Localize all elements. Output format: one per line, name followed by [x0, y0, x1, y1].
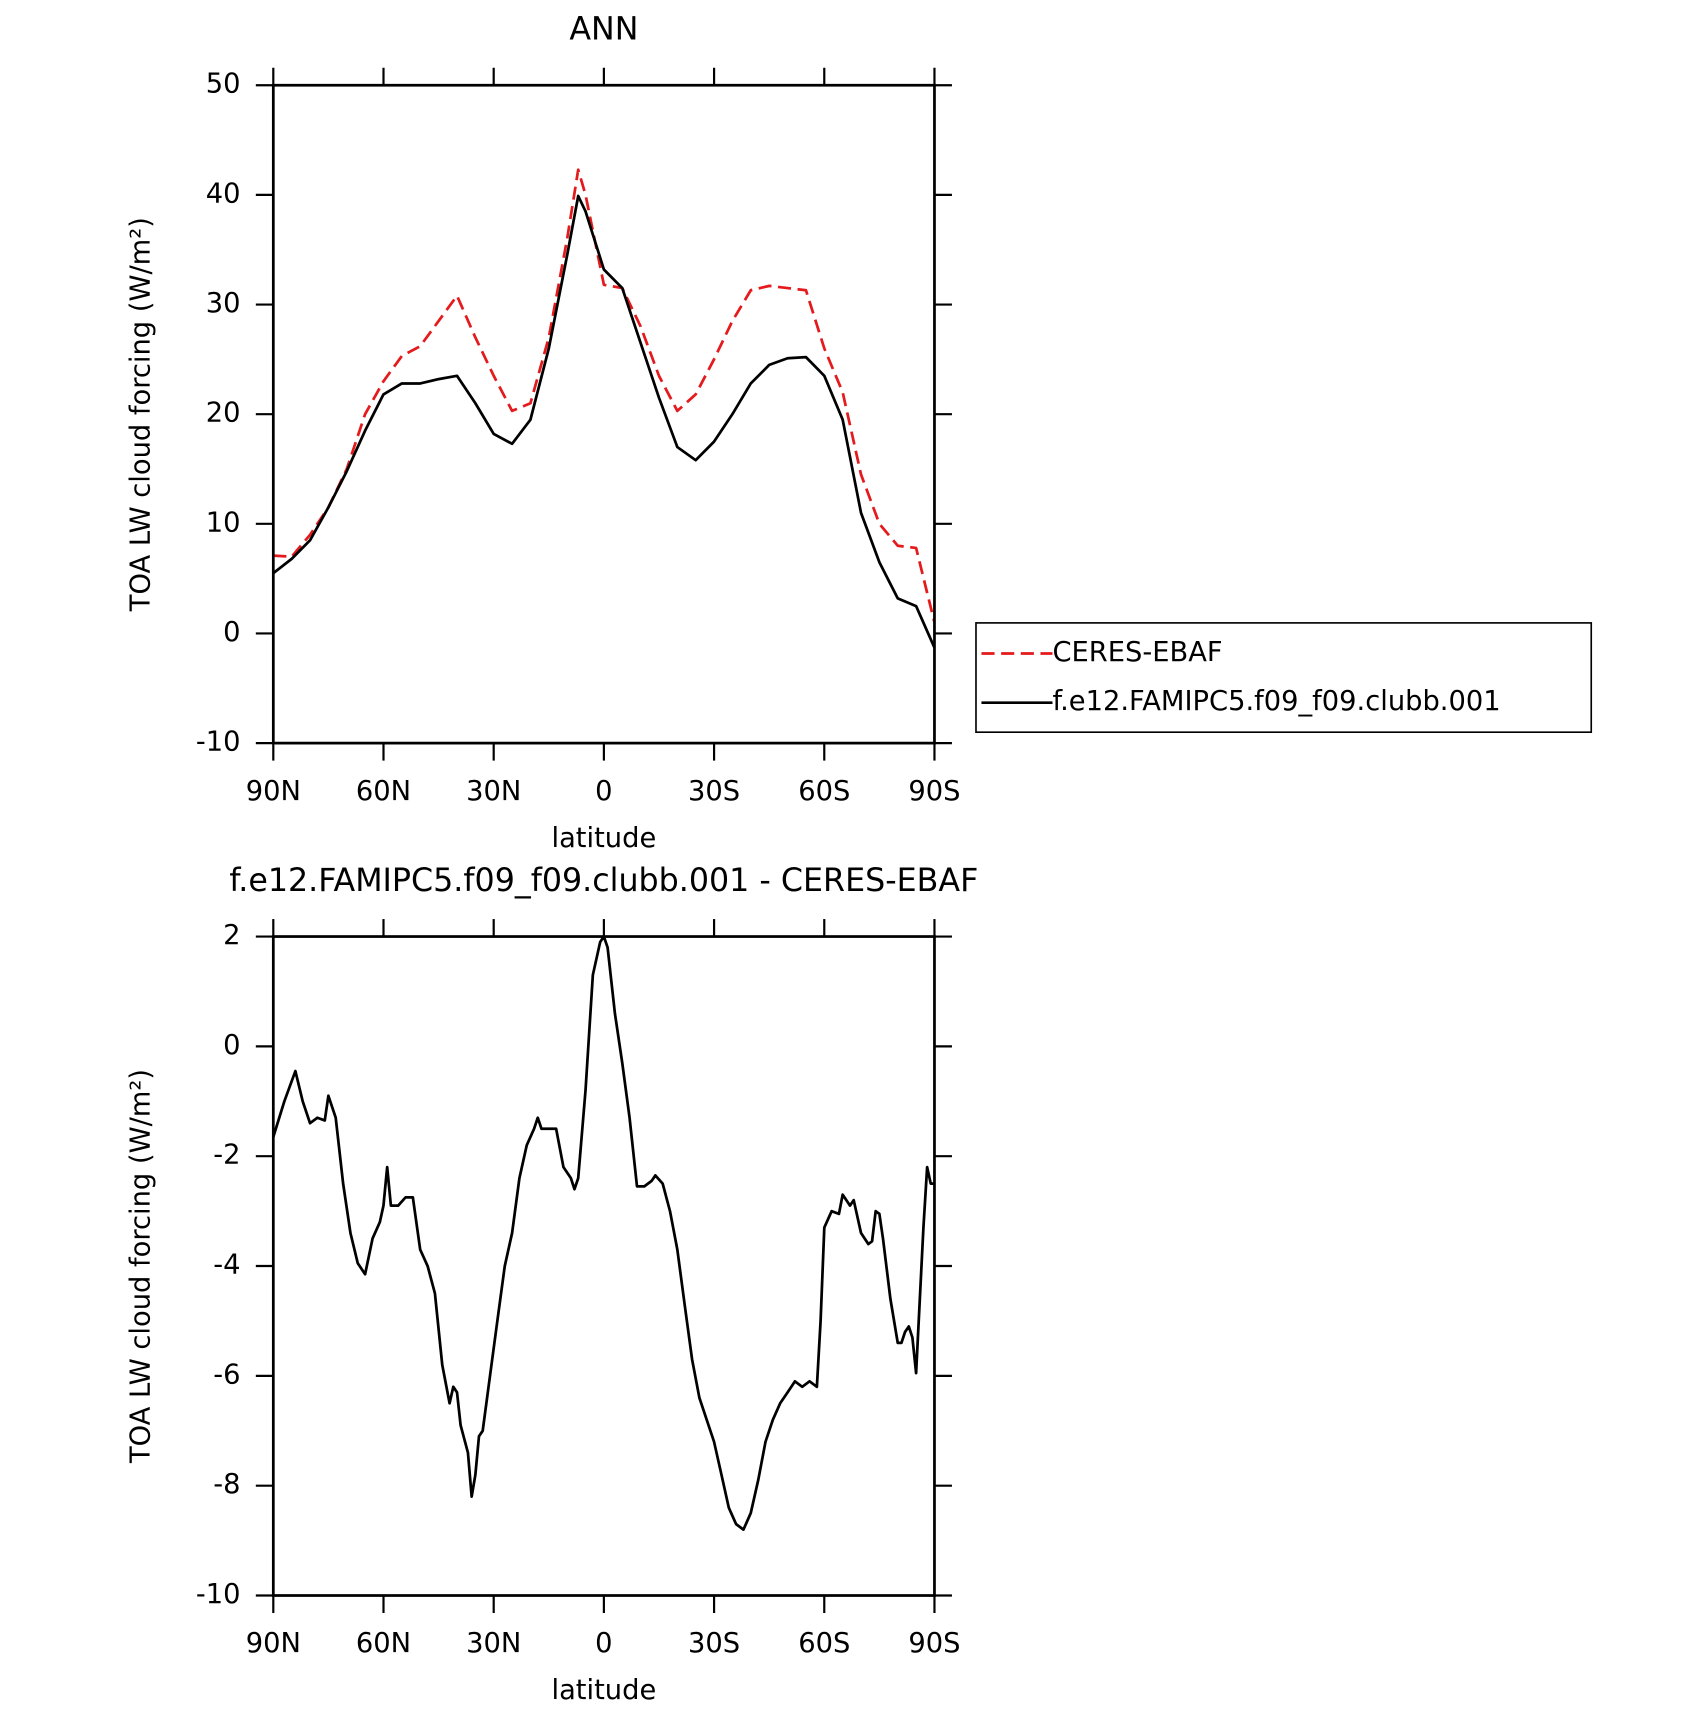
x-tick-label: 60N	[356, 1628, 411, 1659]
chart-title: f.e12.FAMIPC5.f09_f09.clubb.001 - CERES-…	[229, 863, 978, 899]
y-axis-label: TOA LW cloud forcing (W/m²)	[126, 217, 157, 612]
x-tick-label: 90S	[908, 1628, 960, 1659]
x-tick-label: 30N	[466, 776, 521, 807]
data-line	[272, 194, 936, 649]
x-axis-label: latitude	[551, 1675, 656, 1706]
legend-label: CERES-EBAF	[1052, 637, 1222, 668]
y-tick-label: 20	[206, 398, 241, 429]
y-tick-label: 30	[206, 288, 241, 319]
x-tick-label: 90N	[246, 1628, 301, 1659]
x-tick-label: 90S	[908, 776, 960, 807]
y-tick-label: -6	[213, 1359, 240, 1390]
chart-title: ANN	[569, 12, 638, 48]
y-tick-label: -8	[213, 1469, 240, 1500]
x-tick-label: 60S	[798, 1628, 850, 1659]
y-tick-label: 0	[223, 1030, 240, 1061]
x-tick-label: 90N	[246, 776, 301, 807]
y-tick-label: 10	[206, 507, 241, 538]
legend: CERES-EBAF f.e12.FAMIPC5.f09_f09.clubb.00…	[975, 622, 1593, 734]
x-tick-label: 30S	[688, 776, 740, 807]
x-tick-label: 30S	[688, 1628, 740, 1659]
plot-frame	[271, 935, 936, 1597]
data-line	[272, 935, 935, 1531]
y-axis-label: TOA LW cloud forcing (W/m²)	[126, 1069, 157, 1464]
x-tick-label: 0	[595, 776, 612, 807]
legend-label: f.e12.FAMIPC5.f09_f09.clubb.001	[1052, 686, 1500, 717]
y-tick-label: -10	[196, 727, 241, 758]
x-tick-label: 0	[595, 1628, 612, 1659]
y-tick-label: 0	[223, 617, 240, 648]
x-axis-label: latitude	[551, 823, 656, 854]
x-tick-label: 60N	[356, 776, 411, 807]
y-tick-label: 50	[206, 69, 241, 100]
x-tick-label: 30N	[466, 1628, 521, 1659]
legend-box	[975, 622, 1593, 734]
y-tick-label: 2	[223, 920, 240, 951]
y-tick-label: -10	[196, 1579, 241, 1610]
data-line	[273, 168, 936, 623]
y-tick-label: -4	[213, 1250, 240, 1281]
x-tick-label: 60S	[798, 776, 850, 807]
y-tick-label: -2	[213, 1140, 240, 1171]
y-tick-label: 40	[206, 178, 241, 209]
